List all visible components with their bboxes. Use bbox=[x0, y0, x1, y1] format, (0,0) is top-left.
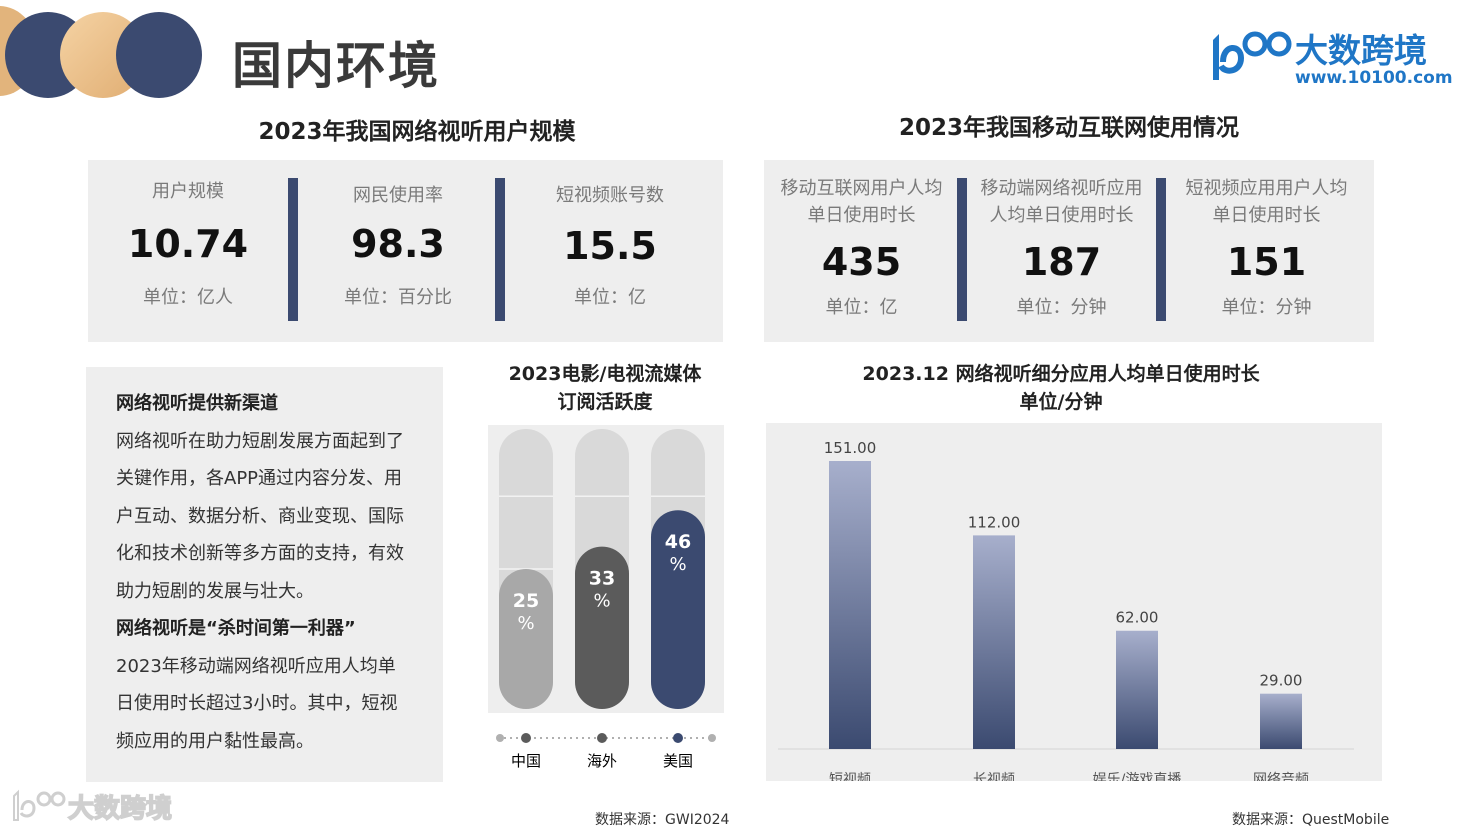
chart2-title: 2023.12 网络视听细分应用人均单日使用时长 单位/分钟 bbox=[766, 360, 1356, 416]
chart1-source: 数据来源：GWI2024 bbox=[595, 812, 730, 828]
footer-logo: 大数跨境 bbox=[10, 786, 210, 826]
stat-short-video-accounts: 短视频账号数 15.5 单位：亿 bbox=[505, 182, 715, 309]
stat-value: 435 bbox=[821, 240, 902, 284]
category-label: 娱乐/游戏直播 bbox=[1093, 771, 1182, 781]
chart1-title-line: 2023电影/电视流媒体 bbox=[508, 363, 702, 385]
category-label: 海外 bbox=[587, 752, 617, 770]
stat-label: 人均单日使用时长 bbox=[989, 205, 1134, 226]
footer-logo-mark-icon bbox=[13, 789, 66, 821]
chart1-title: 2023电影/电视流媒体 订阅活跃度 bbox=[460, 360, 750, 416]
stat-unit: 单位：百分比 bbox=[344, 287, 452, 308]
category-marker bbox=[597, 733, 607, 743]
divider bbox=[495, 178, 505, 321]
stat-label: 单日使用时长 bbox=[1212, 205, 1321, 226]
text-line: 化和技术创新等多方面的支持，有效 bbox=[116, 543, 404, 564]
chart1-title-line: 订阅活跃度 bbox=[557, 391, 653, 413]
subscription-activity-chart: 25%33%46%中国 海外 美国 bbox=[488, 425, 724, 770]
bar-fill bbox=[651, 510, 705, 709]
stat-label: 用户规模 bbox=[152, 181, 224, 202]
text-line: 频应用的用户黏性最高。 bbox=[116, 730, 314, 752]
stat-label: 单日使用时长 bbox=[807, 205, 916, 226]
page-title: 国内环境 bbox=[232, 37, 440, 95]
stat-user-scale: 用户规模 10.74 单位：亿人 bbox=[88, 178, 288, 309]
logo-mark-icon bbox=[1213, 31, 1292, 80]
bar-value-label: 151.00 bbox=[824, 439, 877, 457]
text-line: 户互动、数据分析、商业变现、国际 bbox=[116, 505, 404, 527]
bar-value-label: 33 bbox=[589, 568, 615, 590]
left-stats-title: 2023年我国网络视听用户规模 bbox=[258, 119, 576, 145]
stat-label: 移动互联网用户人均 bbox=[780, 178, 943, 199]
category-label: 网络音频 bbox=[1253, 771, 1309, 781]
baseline-dot bbox=[496, 734, 504, 742]
text-heading: 网络视听提供新渠道 bbox=[116, 393, 278, 414]
bar-unit-label: % bbox=[669, 554, 686, 575]
stat-short-video-time: 短视频应用用户人均 单日使用时长 151 单位：分钟 bbox=[1174, 175, 1359, 319]
bar-fill bbox=[499, 569, 553, 709]
bar-value-label: 29.00 bbox=[1260, 672, 1303, 690]
category-marker bbox=[673, 733, 683, 743]
stat-unit: 单位：亿 bbox=[574, 287, 646, 308]
daily-usage-bar-chart: 151.00 短视频 112.00 长视频 62.00 娱乐/游戏直播 29.00 网络音频 bbox=[778, 439, 1354, 788]
stat-unit: 单位：亿 bbox=[825, 297, 898, 318]
bar bbox=[1260, 693, 1302, 749]
stat-usage-rate: 网民使用率 98.3 单位：百分比 bbox=[293, 182, 503, 309]
bar bbox=[829, 461, 871, 749]
stat-label: 网民使用率 bbox=[353, 185, 443, 206]
bar-value-label: 46 bbox=[665, 531, 691, 553]
divider bbox=[288, 178, 298, 321]
bar-value-label: 25 bbox=[513, 590, 539, 612]
stat-unit: 单位：分钟 bbox=[1016, 297, 1107, 318]
right-stats-panel: 移动互联网用户人均 单日使用时长 435 单位：亿 移动端网络视听应用 人均单日… bbox=[764, 160, 1374, 342]
stat-mobile-av-time: 移动端网络视听应用 人均单日使用时长 187 单位：分钟 bbox=[969, 175, 1154, 319]
bar-unit-label: % bbox=[517, 613, 534, 634]
stat-value: 151 bbox=[1226, 240, 1307, 284]
chart2-panel: 151.00 短视频 112.00 长视频 62.00 娱乐/游戏直播 29.00 网络音频 bbox=[766, 423, 1382, 788]
text-line: 关键作用，各APP通过内容分发、用 bbox=[116, 468, 403, 489]
stat-label: 短视频账号数 bbox=[556, 185, 664, 206]
category-label: 长视频 bbox=[973, 772, 1015, 781]
chart2-source: 数据来源：QuestMobile bbox=[1232, 812, 1390, 828]
decor-circle-navy-2 bbox=[116, 12, 202, 98]
bar-value-label: 112.00 bbox=[968, 513, 1021, 531]
footer-logo-name: 大数跨境 bbox=[67, 793, 173, 825]
category-label: 短视频 bbox=[829, 772, 871, 781]
text-line: 网络视听在助力短剧发展方面起到了 bbox=[116, 430, 404, 452]
divider bbox=[957, 178, 967, 321]
text-heading: 网络视听是“杀时间第一利器” bbox=[116, 618, 356, 639]
divider bbox=[1156, 178, 1166, 321]
bar bbox=[1116, 630, 1158, 749]
text-panel: 网络视听提供新渠道 网络视听在助力短剧发展方面起到了 关键作用，各APP通过内容… bbox=[86, 367, 443, 782]
bar-fill bbox=[575, 546, 629, 709]
stat-value: 187 bbox=[1021, 240, 1102, 284]
stat-unit: 单位：亿人 bbox=[143, 287, 233, 308]
text-line: 助力短剧的发展与壮大。 bbox=[116, 580, 314, 602]
stat-label: 移动端网络视听应用 bbox=[980, 178, 1143, 199]
stat-value: 10.74 bbox=[127, 222, 249, 266]
chart2-title-line: 单位/分钟 bbox=[1019, 391, 1103, 413]
category-marker bbox=[521, 733, 531, 743]
stat-unit: 单位：分钟 bbox=[1221, 297, 1312, 318]
left-stats-panel: 用户规模 10.74 单位：亿人 网民使用率 98.3 单位：百分比 短视频账号… bbox=[88, 160, 723, 342]
stat-value: 98.3 bbox=[351, 222, 445, 266]
category-label: 美国 bbox=[663, 752, 693, 770]
category-label: 中国 bbox=[511, 752, 541, 770]
text-line: 2023年移动端网络视听应用人均单 bbox=[116, 655, 396, 677]
bar-value-label: 62.00 bbox=[1116, 609, 1159, 627]
logo-url: www.10100.com bbox=[1295, 68, 1453, 88]
text-line: 日使用时长超过3小时。其中，短视 bbox=[116, 693, 398, 714]
bar bbox=[973, 535, 1015, 749]
stat-value: 15.5 bbox=[563, 224, 657, 268]
brand-logo[interactable]: 大数跨境 www.10100.com bbox=[1207, 22, 1453, 92]
bar-unit-label: % bbox=[593, 591, 610, 612]
stat-label: 短视频应用用户人均 bbox=[1185, 178, 1348, 199]
baseline-dot bbox=[708, 734, 716, 742]
right-stats-title: 2023年我国移动互联网使用情况 bbox=[898, 115, 1239, 141]
chart2-title-line: 2023.12 网络视听细分应用人均单日使用时长 bbox=[862, 363, 1260, 385]
stat-mobile-daily-time: 移动互联网用户人均 单日使用时长 435 单位：亿 bbox=[774, 175, 949, 319]
logo-name: 大数跨境 bbox=[1295, 31, 1427, 70]
